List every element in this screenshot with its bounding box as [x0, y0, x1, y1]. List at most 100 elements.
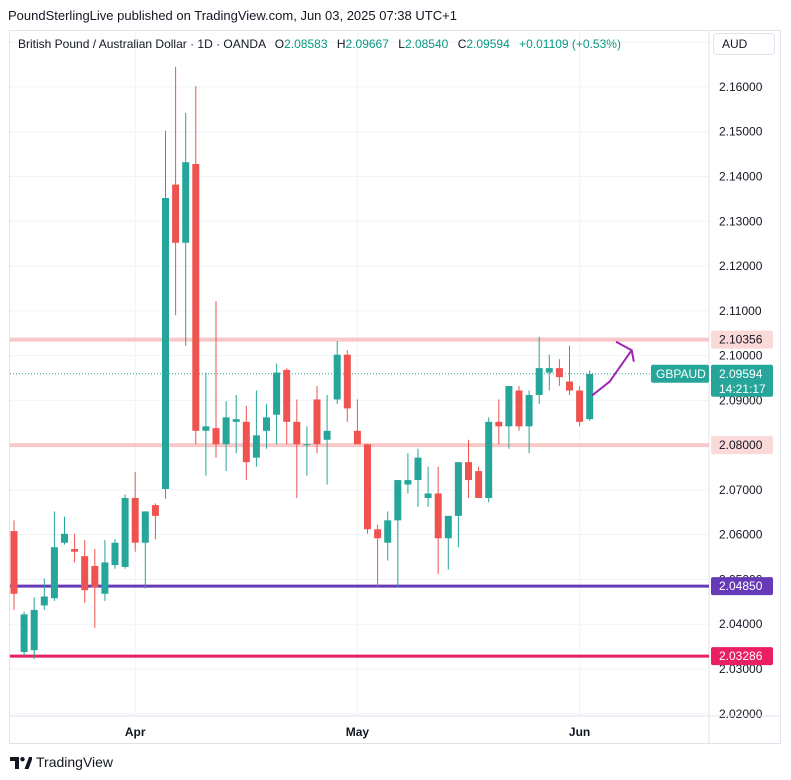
candle-body	[374, 529, 382, 539]
candle-body	[515, 390, 523, 427]
candle-body	[353, 430, 361, 445]
candle-body	[212, 428, 220, 445]
candle-body	[525, 394, 533, 427]
y-tick-label: 2.13000	[719, 214, 763, 228]
y-tick-label: 2.02000	[719, 707, 763, 721]
candle-body	[273, 372, 281, 415]
brand-footer[interactable]: TradingView	[10, 754, 113, 770]
candle-body	[162, 197, 169, 490]
candle-body	[555, 368, 563, 378]
candle-body	[222, 417, 230, 445]
price-tag-support-magenta	[711, 647, 773, 666]
candle-body	[535, 368, 543, 395]
candle-body	[454, 462, 462, 516]
price-tag-support-upper	[711, 436, 773, 455]
last-price-label: 2.09594	[719, 367, 763, 381]
y-tick-label: 2.06000	[719, 528, 763, 542]
candle-body	[10, 531, 18, 594]
x-tick-label: May	[346, 725, 370, 739]
candle-body	[50, 547, 58, 599]
close-value: 2.09594	[466, 37, 510, 51]
high-label: H	[336, 37, 346, 51]
y-tick-label: 2.03000	[719, 662, 763, 676]
candle-body	[283, 369, 291, 422]
trend-arrow	[591, 349, 633, 396]
price-tag-label: 2.04850	[719, 579, 763, 593]
candle-body	[586, 373, 594, 420]
y-tick-label: 2.16000	[719, 80, 763, 94]
candle-body	[263, 417, 270, 431]
y-tick-label: 2.12000	[719, 259, 763, 273]
candle-body	[313, 399, 321, 445]
candle-body	[30, 609, 38, 651]
candle-body	[91, 566, 99, 588]
candle-body	[424, 493, 432, 498]
price-tag-label: 2.10356	[719, 333, 763, 347]
chart-legend: British Pound / Australian Dollar · 1D ·…	[18, 37, 621, 51]
tradingview-logo-icon	[10, 757, 33, 770]
symbol-tag-label: GBPAUD	[656, 367, 706, 381]
candle-body	[303, 444, 311, 446]
candle-body	[40, 596, 48, 606]
candle-body	[545, 368, 553, 373]
y-tick-label: 2.10000	[719, 349, 763, 363]
candle-body	[505, 386, 513, 427]
candle-body	[495, 421, 503, 427]
symbol-description: British Pound / Australian Dollar · 1D ·…	[18, 37, 266, 51]
candle-body	[485, 421, 493, 498]
candle-body	[232, 419, 240, 422]
candle-body	[172, 184, 180, 243]
low-label: L	[398, 37, 405, 51]
candle-body	[343, 354, 351, 409]
chart-frame[interactable]	[9, 30, 781, 744]
high-value: 2.09667	[345, 37, 389, 51]
candle-body	[323, 430, 331, 440]
y-tick-label: 2.07000	[719, 483, 763, 497]
publisher-line: PoundSterlingLive published on TradingVi…	[8, 8, 457, 23]
close-label: C	[457, 37, 467, 51]
candle-body	[434, 493, 442, 539]
candle-body	[333, 354, 341, 400]
change-value: +0.01109 (+0.53%)	[519, 37, 621, 51]
candle-body	[465, 462, 472, 481]
candle-body	[61, 533, 68, 543]
candle-body	[566, 381, 573, 391]
candle-body	[394, 480, 402, 521]
brand-name: TradingView	[36, 754, 114, 770]
candle-body	[576, 390, 584, 422]
y-tick-label: 2.04000	[719, 617, 763, 631]
y-tick-label: 2.14000	[719, 170, 763, 184]
candle-body	[20, 614, 28, 652]
price-tag-label: 2.03286	[719, 649, 763, 663]
candle-body	[151, 505, 159, 516]
candle-body	[101, 562, 109, 594]
last-price-tag	[711, 364, 773, 397]
candle-body	[141, 511, 149, 543]
y-tick-label: 2.09000	[719, 393, 763, 407]
symbol-tag	[651, 364, 709, 383]
candle-body	[293, 421, 301, 445]
x-tick-label: Apr	[125, 725, 146, 739]
currency-selector[interactable]: AUD	[713, 33, 775, 55]
candle-body	[242, 421, 250, 463]
candle-body	[475, 471, 483, 498]
candle-body	[384, 520, 392, 543]
low-value: 2.08540	[404, 37, 449, 51]
candle-body	[444, 515, 452, 539]
candle-body	[364, 444, 371, 530]
y-tick-label: 2.15000	[719, 125, 763, 139]
candle-body	[252, 435, 260, 458]
candle-body	[71, 549, 79, 552]
candle-body	[192, 163, 200, 431]
candle-body	[202, 426, 210, 431]
countdown-label: 14:21:17	[719, 382, 766, 396]
y-tick-label: 2.11000	[719, 304, 762, 318]
price-tag-label: 2.08000	[719, 438, 763, 452]
candle-body	[111, 542, 119, 566]
candle-body	[131, 497, 139, 543]
candle-body	[182, 162, 190, 243]
x-tick-label: Jun	[569, 725, 590, 739]
price-tag-resistance	[711, 330, 773, 349]
candle-body	[414, 457, 422, 481]
